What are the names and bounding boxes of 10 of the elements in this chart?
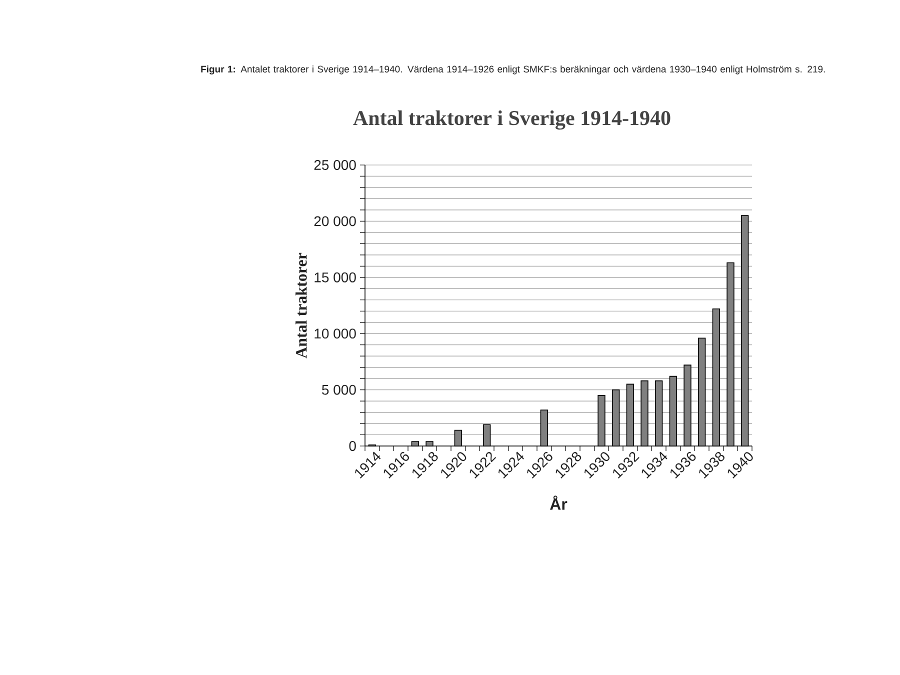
y-tick-label: 5 000: [322, 384, 356, 395]
x-axis-title: År: [550, 496, 568, 510]
y-tick-label: 20 000: [314, 216, 356, 226]
y-tick-label: 25 000: [314, 160, 356, 170]
y-tick-label: 15 000: [314, 272, 356, 282]
text: Figur 1: Antalet traktorer i Sverige 1914–1940. Värdena 1914–1926 enligt SMKF:s beräkningar och värdena 1930–1940 enligt Holmström s. 219.: [201, 66, 825, 74]
chart-title: Antal traktorer i Sverige 1914-1940: [353, 110, 670, 130]
y-tick-label: 10 000: [314, 328, 356, 339]
y-tick-label: 0: [349, 441, 356, 451]
y-axis-title: Antal traktorer: [296, 252, 307, 358]
